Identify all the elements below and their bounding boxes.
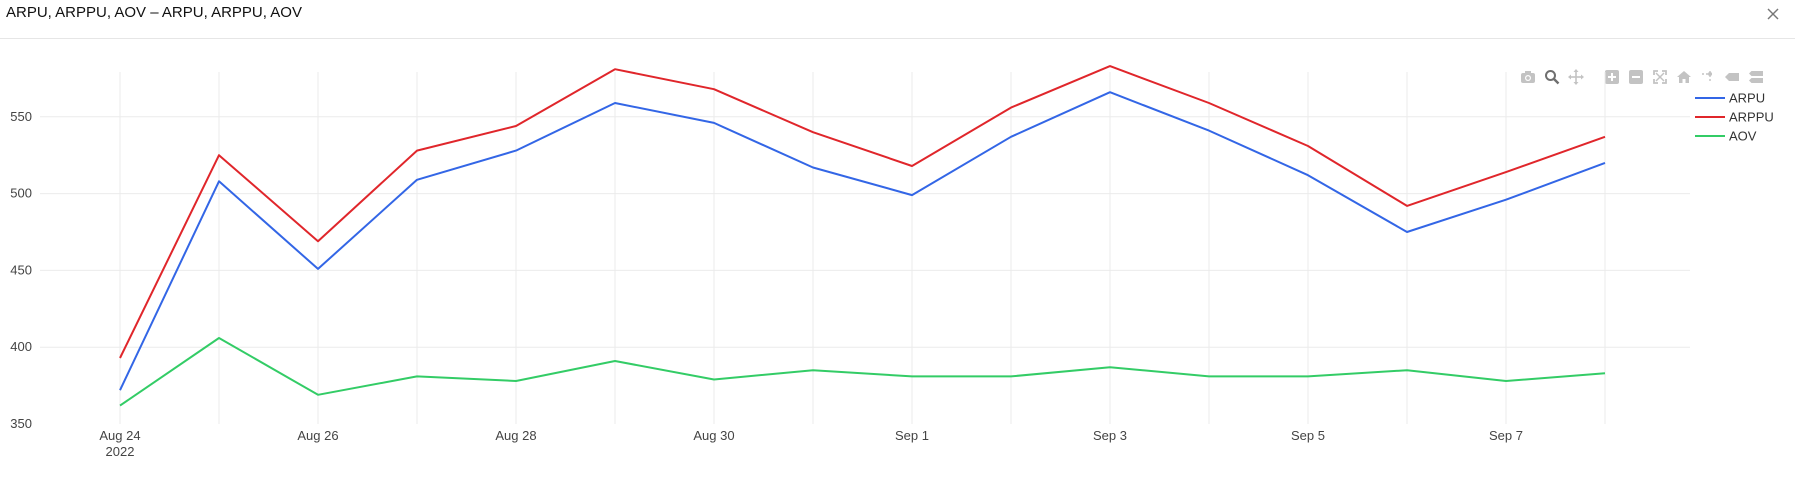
window-title: ARPU, ARPPU, AOV – ARPU, ARPPU, AOV [6, 4, 302, 21]
x-axis-tick-labels: Aug 24 Aug 26 Aug 28 Aug 30 Sep 1 Sep 3 Sep 5 S… [99, 428, 1523, 459]
x-tick-label: Sep 7 [1489, 428, 1523, 443]
x-tick-label: Aug 28 [495, 428, 536, 443]
x-tick-label: Sep 1 [895, 428, 929, 443]
x-tick-label: Aug 26 [297, 428, 338, 443]
grid-layer [40, 72, 1690, 424]
legend[interactable]: ARPU ARPPU AOV [1695, 91, 1774, 144]
zoom-icon[interactable] [1542, 67, 1562, 87]
x-tick-label: Aug 30 [693, 428, 734, 443]
series-line-aov [119, 337, 1606, 407]
reset-axes-icon[interactable] [1674, 67, 1694, 87]
hover-compare-icon[interactable] [1746, 67, 1766, 87]
legend-item-arppu[interactable]: ARPPU [1695, 110, 1774, 125]
legend-label: AOV [1729, 129, 1757, 144]
close-icon[interactable] [1765, 6, 1781, 22]
x-tick-year-label: 2022 [106, 444, 135, 459]
series-line-arppu [119, 65, 1606, 359]
legend-label: ARPU [1729, 91, 1765, 106]
pan-icon[interactable] [1566, 67, 1586, 87]
legend-item-arpu[interactable]: ARPU [1695, 91, 1765, 106]
x-tick-label: Aug 24 [99, 428, 140, 443]
y-tick-label: 500 [10, 186, 32, 201]
series-line-arpu [119, 91, 1606, 391]
line-chart-svg: 350 400 450 500 550 Aug 24 Aug 26 Aug 28 Aug 30… [10, 65, 1774, 459]
line-chart: 350 400 450 500 550 Aug 24 Aug 26 Aug 28 Aug 30… [0, 40, 1795, 480]
hover-closest-icon[interactable] [1722, 67, 1742, 87]
legend-item-aov[interactable]: AOV [1695, 129, 1757, 144]
spike-lines-icon[interactable] [1698, 67, 1718, 87]
y-tick-label: 350 [10, 416, 32, 431]
x-tick-label: Sep 3 [1093, 428, 1127, 443]
zoom-out-icon[interactable] [1626, 67, 1646, 87]
series-layer [119, 65, 1606, 407]
chart-modebar [1518, 66, 1766, 88]
zoom-in-icon[interactable] [1602, 67, 1622, 87]
x-tick-label: Sep 5 [1291, 428, 1325, 443]
window-header: ARPU, ARPPU, AOV – ARPU, ARPPU, AOV [0, 0, 1795, 39]
camera-icon[interactable] [1518, 67, 1538, 87]
autoscale-icon[interactable] [1650, 67, 1670, 87]
y-tick-label: 550 [10, 109, 32, 124]
legend-label: ARPPU [1729, 110, 1774, 125]
y-axis-tick-labels: 350 400 450 500 550 [10, 109, 32, 431]
y-tick-label: 400 [10, 339, 32, 354]
y-tick-label: 450 [10, 262, 32, 277]
